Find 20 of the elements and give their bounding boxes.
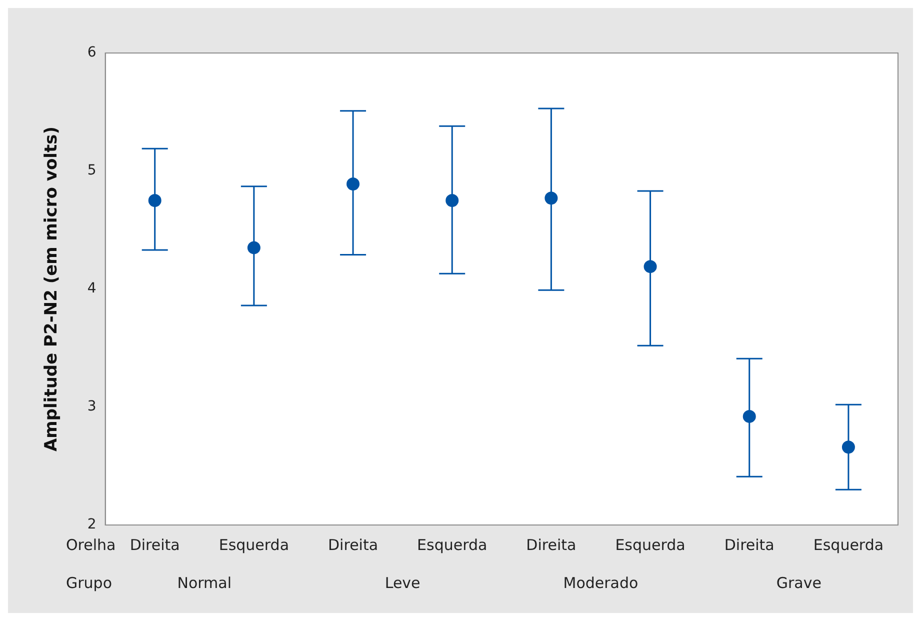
y-tick-label: 3: [87, 398, 96, 415]
y-tick-label: 5: [87, 162, 96, 179]
y-tick-label: 6: [87, 44, 96, 61]
text: Moderado: [563, 574, 638, 592]
text: Orelha: [66, 536, 116, 554]
x-tick-label: Esquerda: [813, 536, 884, 554]
x-tick-label: Esquerda: [218, 536, 290, 554]
text: Grave: [776, 574, 822, 592]
x-tick-label: Direita: [724, 536, 774, 554]
text: Grupo: [66, 574, 112, 592]
y-tick-label: 2: [87, 516, 96, 533]
x-tick-label: Direita: [526, 536, 576, 554]
x-tick-label: Esquerda: [615, 536, 686, 554]
text: Normal: [177, 574, 232, 592]
y-tick-label: 4: [87, 280, 96, 297]
x-tick-label: Direita: [130, 536, 180, 554]
x-tick-label: Esquerda: [417, 536, 488, 554]
x-tick-label: Direita: [328, 536, 378, 554]
text: Leve: [384, 574, 420, 592]
y-axis-title: Amplitude P2-N2 (em micro volts): [42, 126, 62, 452]
